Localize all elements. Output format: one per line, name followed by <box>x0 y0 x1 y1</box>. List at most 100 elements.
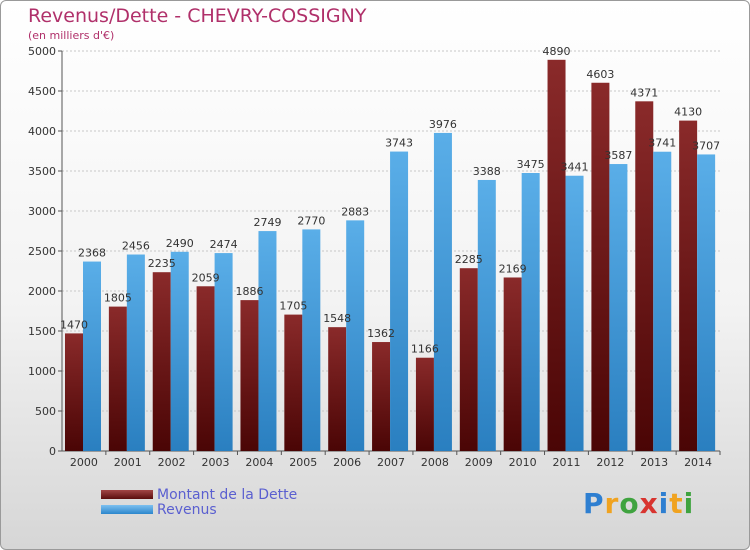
chart-subtitle: (en milliers d'€) <box>28 29 115 42</box>
bar-debt <box>635 101 654 451</box>
data-label-revenue: 3441 <box>561 161 589 174</box>
logo-letter: x <box>639 487 659 520</box>
data-label-debt: 1548 <box>323 312 351 325</box>
data-label-revenue: 3475 <box>517 158 545 171</box>
logo-letter: t <box>669 487 684 520</box>
bar-debt <box>108 306 127 451</box>
data-label-revenue: 3741 <box>648 137 676 150</box>
legend-label-debt: Montant de la Dette <box>157 487 298 503</box>
y-tick-label: 2500 <box>28 245 56 258</box>
bar-revenue <box>433 132 452 452</box>
data-label-revenue: 2770 <box>297 214 325 227</box>
bar-debt <box>196 286 215 451</box>
bar-revenue <box>258 231 277 451</box>
bar-revenue <box>214 253 233 451</box>
x-tick-label: 2000 <box>70 456 98 469</box>
bar-revenue <box>609 164 628 452</box>
legend-label-revenue: Revenus <box>157 502 217 518</box>
bar-debt <box>65 333 83 451</box>
legend-swatch-revenue <box>101 505 153 514</box>
bar-revenue <box>565 175 584 451</box>
y-tick-label: 5000 <box>28 45 56 58</box>
logo-letter: i <box>658 487 670 520</box>
logo-letter: o <box>619 487 640 520</box>
x-tick-label: 2003 <box>202 456 230 469</box>
bar-debt <box>591 82 610 451</box>
legend-swatch-debt <box>101 490 153 499</box>
proxiti-logo: Proxiti <box>583 487 694 520</box>
data-label-debt: 1362 <box>367 327 395 340</box>
bar-debt <box>372 342 391 451</box>
x-tick-label: 2009 <box>465 456 493 469</box>
data-label-debt: 2235 <box>148 257 176 270</box>
data-label-debt: 1805 <box>104 292 132 305</box>
data-label-debt: 2285 <box>455 253 483 266</box>
x-tick-label: 2004 <box>245 456 273 469</box>
data-label-revenue: 2490 <box>166 237 194 250</box>
bar-debt <box>547 59 566 452</box>
bar-revenue <box>302 229 321 451</box>
logo-letter: r <box>604 487 620 520</box>
bar-debt <box>679 120 698 451</box>
bar-revenue <box>170 251 189 451</box>
bar-debt <box>240 300 259 451</box>
logo-letter: i <box>683 487 695 520</box>
x-tick-label: 2001 <box>114 456 142 469</box>
y-tick-label: 3000 <box>28 205 56 218</box>
bar-debt <box>503 277 522 451</box>
data-label-debt: 1705 <box>279 300 307 313</box>
bar-revenue <box>477 179 496 451</box>
data-label-revenue: 2456 <box>122 240 150 253</box>
data-label-debt: 4130 <box>674 106 702 119</box>
bar-revenue <box>390 151 409 451</box>
x-tick-label: 2007 <box>377 456 405 469</box>
data-label-debt: 2169 <box>499 262 527 275</box>
y-tick-label: 2000 <box>28 285 56 298</box>
y-tick-label: 4000 <box>28 125 56 138</box>
x-tick-label: 2011 <box>552 456 580 469</box>
x-tick-label: 2012 <box>596 456 624 469</box>
y-tick-label: 1000 <box>28 365 56 378</box>
data-label-revenue: 2749 <box>253 216 281 229</box>
bar-revenue <box>653 151 672 451</box>
y-tick-label: 4500 <box>28 85 56 98</box>
y-tick-label: 500 <box>35 405 56 418</box>
bar-revenue <box>83 261 101 451</box>
bar-revenue <box>697 154 716 451</box>
data-label-debt: 1166 <box>411 343 439 356</box>
x-tick-label: 2013 <box>640 456 668 469</box>
bar-debt <box>415 357 434 451</box>
data-label-revenue: 3743 <box>385 137 413 150</box>
y-tick-label: 1500 <box>28 325 56 338</box>
data-label-debt: 4603 <box>586 68 614 81</box>
x-tick-label: 2002 <box>158 456 186 469</box>
logo-letter: P <box>583 487 605 520</box>
y-tick-label: 3500 <box>28 165 56 178</box>
y-tick-label: 0 <box>49 445 56 458</box>
bar-debt <box>284 314 303 451</box>
data-label-debt: 1886 <box>235 285 263 298</box>
data-label-revenue: 3976 <box>429 118 457 131</box>
data-label-revenue: 2474 <box>210 238 238 251</box>
data-label-revenue: 3707 <box>692 139 720 152</box>
bar-debt <box>459 268 478 451</box>
bar-revenue <box>346 220 365 451</box>
x-tick-label: 2014 <box>684 456 712 469</box>
bar-revenue <box>521 173 540 451</box>
chart-title: Revenus/Dette - CHEVRY-COSSIGNY <box>28 5 367 27</box>
data-label-revenue: 2883 <box>341 205 369 218</box>
data-label-revenue: 3587 <box>604 149 632 162</box>
x-tick-label: 2008 <box>421 456 449 469</box>
data-label-debt: 2059 <box>192 271 220 284</box>
bar-revenue <box>126 254 145 451</box>
bar-debt <box>152 272 171 451</box>
data-label-debt: 1470 <box>60 318 88 331</box>
data-label-revenue: 3388 <box>473 165 501 178</box>
data-label-debt: 4890 <box>543 45 571 58</box>
x-tick-label: 2010 <box>509 456 537 469</box>
data-label-revenue: 2368 <box>78 247 106 260</box>
bar-debt <box>328 327 347 451</box>
x-tick-label: 2006 <box>333 456 361 469</box>
x-tick-label: 2005 <box>289 456 317 469</box>
